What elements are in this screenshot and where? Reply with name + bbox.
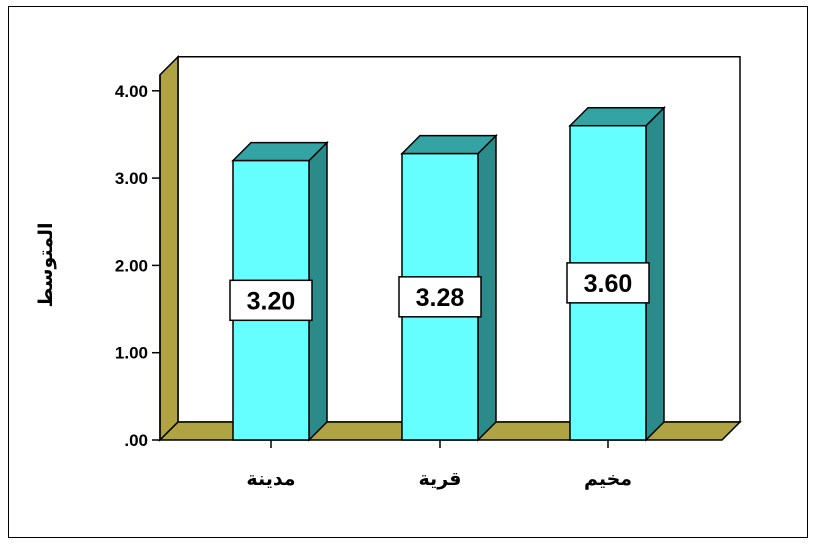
x-tick-label: مخيم [584, 468, 632, 490]
y-tick-label: 2.00 [115, 256, 148, 275]
y-axis-label: المتوسط [35, 222, 57, 307]
y-tick-label: .00 [124, 431, 148, 450]
x-tick-label: قرية [419, 468, 462, 490]
y-tick-label: 4.00 [115, 82, 148, 101]
data-label-box [566, 262, 650, 304]
side-wall [159, 54, 179, 442]
data-label: 3.20 [247, 287, 296, 315]
y-tick-label: 1.00 [115, 344, 148, 363]
data-label: 3.60 [584, 270, 633, 298]
data-label-box [398, 276, 482, 318]
data-label: 3.28 [416, 284, 465, 312]
data-label-box [229, 279, 313, 322]
y-tick-label: 3.00 [115, 169, 148, 188]
x-tick-label: مدينة [246, 468, 295, 490]
